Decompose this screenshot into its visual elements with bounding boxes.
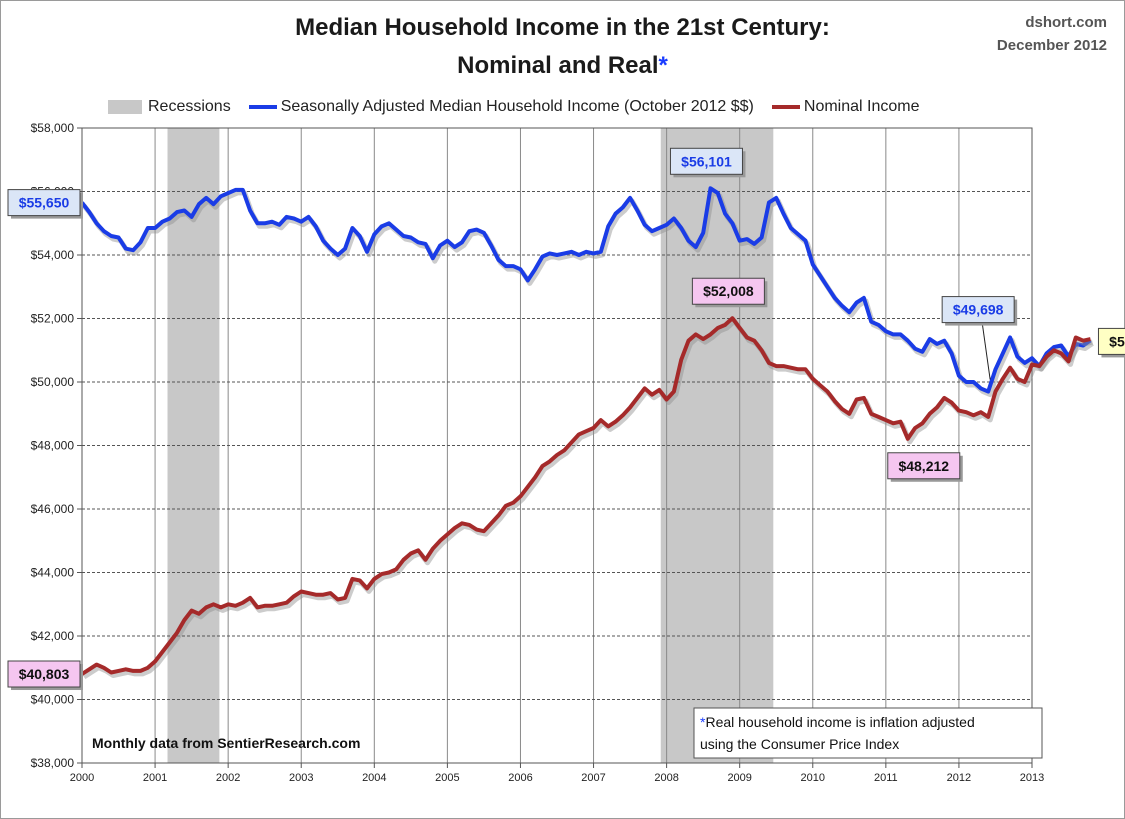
series-shadow-real [82, 188, 1094, 398]
y-tick-label-8: $54,000 [31, 248, 75, 262]
x-tick-label-10: 2010 [801, 772, 825, 784]
y-tick-label-5: $48,000 [31, 439, 75, 453]
chart-title-line2: Nominal and Real* [0, 52, 1125, 80]
callout-box-6 [7, 660, 81, 688]
footnote-line1: *Real household income is inflation adju… [700, 714, 975, 730]
callout-box-0 [7, 189, 81, 217]
callout-box-5 [887, 452, 961, 480]
callout-label-5: $48,212 [898, 458, 949, 474]
series-line-nominal [80, 316, 1091, 676]
source-date: December 2012 [996, 37, 1107, 54]
source-note: Monthly data from SentierResearch.com [92, 735, 360, 751]
callout-box-4 [691, 277, 765, 305]
footnote-line1-text: Real household income is inflation adjus… [705, 714, 974, 730]
callout-label-6: $40,803 [19, 666, 70, 682]
legend-nominal-label: Nominal Income [803, 98, 920, 115]
x-tick-label-11: 2011 [874, 772, 898, 784]
legend-recession-swatch [108, 100, 142, 114]
callout-label-4: $52,008 [703, 283, 754, 299]
footnote-box [693, 707, 1043, 759]
legend-real: Seasonally Adjusted Median Household Inc… [248, 98, 754, 116]
y-tick-label-7: $52,000 [31, 312, 75, 326]
footnote-line2: using the Consumer Price Index [700, 736, 899, 752]
x-tick-label-5: 2005 [435, 772, 459, 784]
series-shadow-nominal [82, 318, 1094, 680]
y-tick-label-2: $42,000 [31, 629, 75, 643]
x-tick-label-1: 2001 [143, 772, 167, 784]
x-tick-label-2: 2002 [216, 772, 240, 784]
callout-label-0: $55,650 [19, 195, 70, 211]
legend-real-label: Seasonally Adjusted Median Household Inc… [280, 98, 754, 115]
x-tick-label-0: 2000 [70, 772, 94, 784]
callout-label-2: $49,698 [953, 302, 1004, 318]
y-tick-label-10: $58,000 [31, 121, 75, 135]
y-tick-label-0: $38,000 [31, 756, 75, 770]
y-tick-label-6: $50,000 [31, 375, 75, 389]
x-tick-label-9: 2009 [727, 772, 751, 784]
legend-nominal-swatch [771, 105, 800, 109]
chart-title-line1: Median Household Income in the 21st Cent… [295, 14, 830, 41]
legend-recessions: Recessions [108, 98, 231, 116]
x-tick-label-6: 2006 [508, 772, 532, 784]
x-tick-label-13: 2013 [1020, 772, 1044, 784]
y-tick-label-3: $44,000 [31, 566, 75, 580]
x-tick-label-4: 2004 [362, 772, 386, 784]
chart-legend: Recessions Seasonally Adjusted Median Ho… [108, 96, 938, 118]
title-asterisk: * [658, 52, 668, 79]
callout-box-2 [941, 296, 1015, 324]
y-tick-label-4: $46,000 [31, 502, 75, 516]
legend-nominal: Nominal Income [771, 98, 920, 116]
callout-leader-2 [981, 322, 991, 380]
callout-label-1: $56,101 [681, 153, 732, 169]
y-tick-label-1: $40,000 [31, 693, 75, 707]
callout-box-1 [669, 147, 743, 175]
x-tick-label-7: 2007 [581, 772, 605, 784]
callout-label-3: $51,310 [1109, 333, 1125, 349]
title-text: Nominal and Real [457, 52, 659, 79]
footnote-asterisk: * [700, 714, 706, 730]
x-tick-label-12: 2012 [947, 772, 971, 784]
legend-real-swatch [248, 105, 277, 109]
callout-box-3 [1097, 327, 1125, 355]
plot-area-border [81, 127, 1033, 764]
x-tick-label-3: 2003 [289, 772, 313, 784]
legend-recessions-label: Recessions [148, 98, 231, 115]
x-tick-label-8: 2008 [654, 772, 678, 784]
source-site: dshort.com [1025, 14, 1107, 31]
series-line-real [80, 186, 1092, 394]
